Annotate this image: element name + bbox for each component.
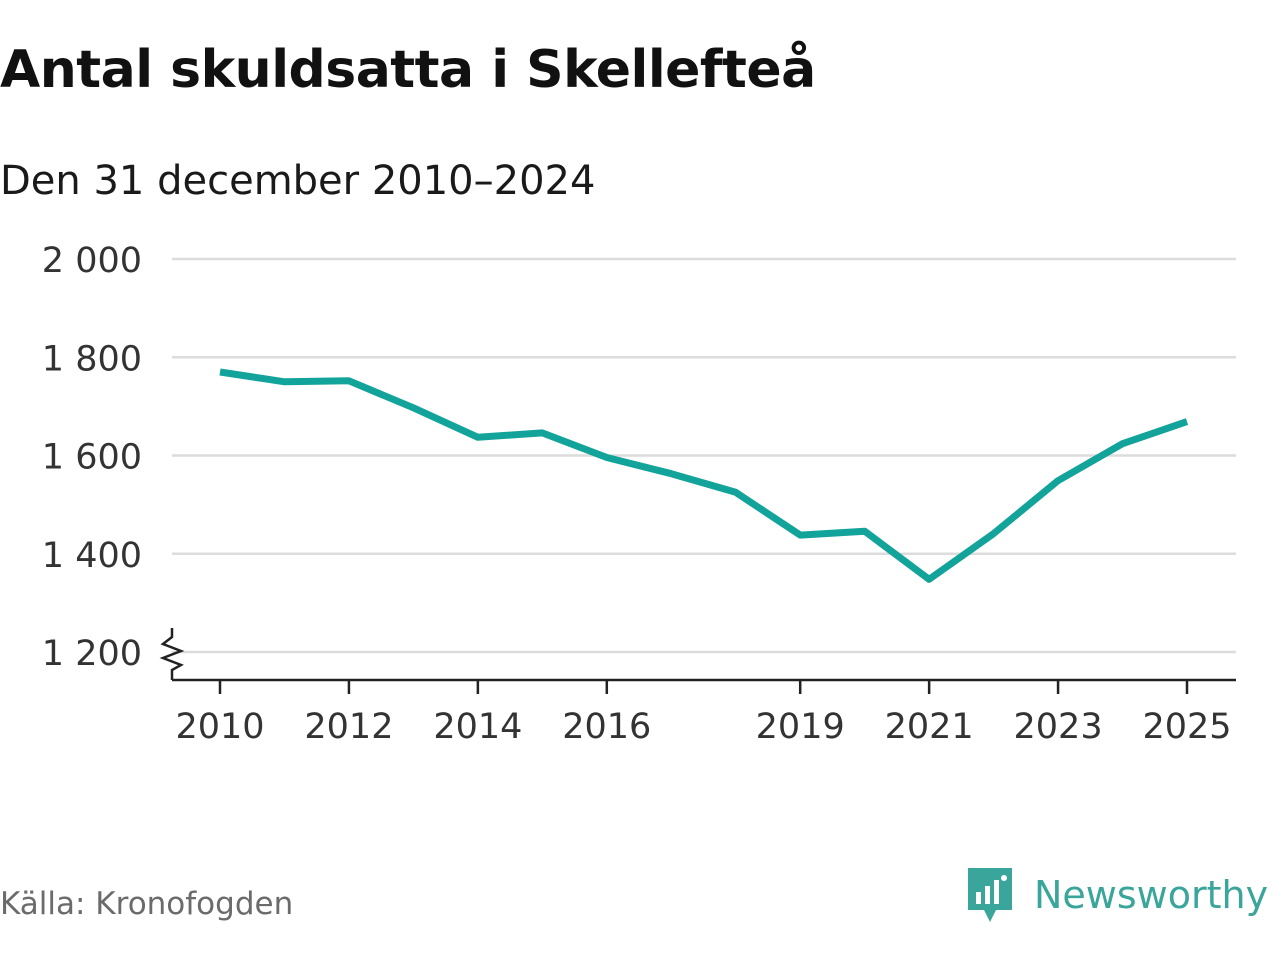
y-tick-label: 1 600: [42, 438, 142, 478]
chart-subtitle: Den 31 december 2010–2024: [0, 158, 596, 204]
y-tick-label: 1 800: [42, 339, 142, 379]
y-tick-label: 2 000: [42, 241, 142, 281]
x-tick-label: 2021: [885, 707, 974, 747]
series-line: [219, 368, 1189, 583]
x-tick-label: 2010: [175, 707, 264, 747]
y-tick-label: 1 200: [42, 634, 142, 674]
brand[interactable]: Newsworthy: [964, 864, 1268, 926]
x-tick-label: 2019: [756, 707, 845, 747]
y-tick-label: 1 400: [42, 536, 142, 576]
source-note: Källa: Kronofogden: [0, 886, 294, 922]
chart-title: Antal skuldsatta i Skellefteå: [0, 40, 816, 100]
x-tick-label: 2014: [433, 707, 522, 747]
x-tick-label: 2025: [1142, 707, 1231, 747]
x-tick-label: 2023: [1014, 707, 1103, 747]
x-tick-label: 2012: [304, 707, 393, 747]
newsworthy-logo-icon: [968, 868, 1012, 922]
y-axis-break: [159, 628, 185, 680]
x-tick-label: 2016: [562, 707, 651, 747]
brand-name: Newsworthy: [1034, 873, 1269, 917]
